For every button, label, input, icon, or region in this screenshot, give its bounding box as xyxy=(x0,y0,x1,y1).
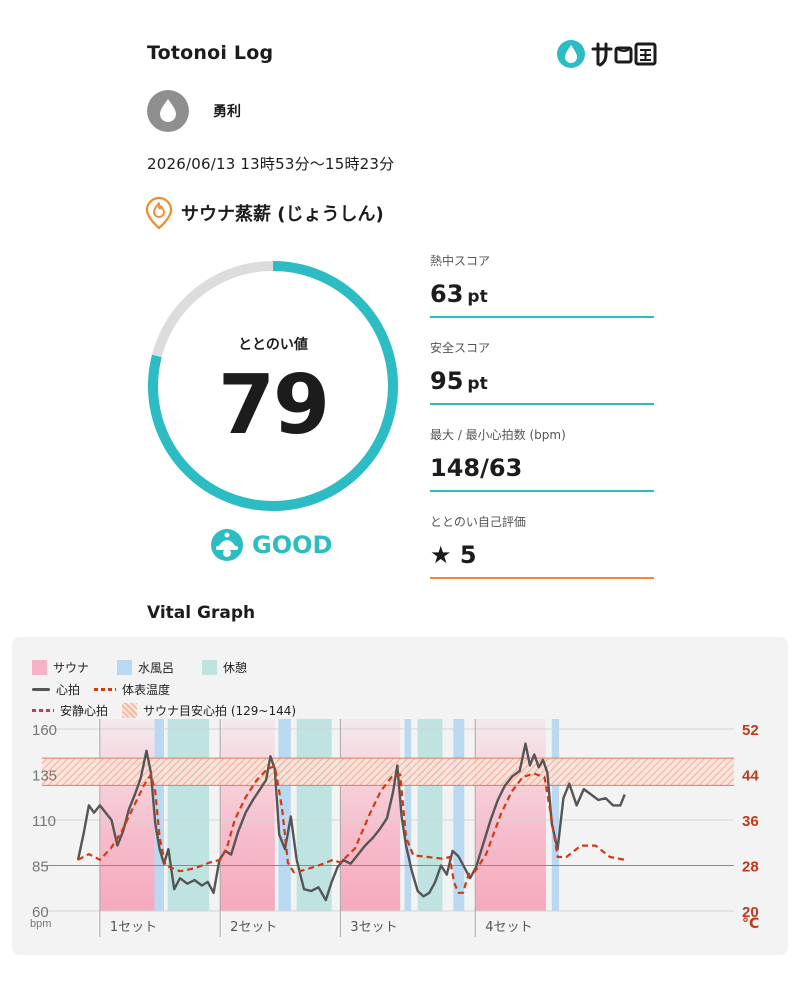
gauge-label: ととのい値 xyxy=(238,337,308,353)
score-divider xyxy=(430,316,654,318)
legend-label: 安静心拍 xyxy=(60,704,109,718)
resting-hr-swatch xyxy=(32,709,54,712)
y-right-tick-label: 44 xyxy=(742,768,759,785)
score-number: 63 xyxy=(430,280,464,308)
facility-name: サウナ蒸薪 (じょうしん) xyxy=(181,204,384,225)
brand-wordmark-icon xyxy=(591,42,657,67)
brand-logo xyxy=(556,38,658,70)
score-value: 148/63 xyxy=(430,454,522,482)
score-list: 熱中スコア 63 pt 安全スコア 95 pt 最大 / 最小心拍数 (bpm) 1… xyxy=(430,250,654,598)
score-label: 熱中スコア xyxy=(430,254,491,268)
score-label: 安全スコア xyxy=(430,341,491,355)
y-tick-label: 60 xyxy=(32,904,49,921)
vital-chart: 160 135 110 85 60 52 44 36 28 20 1セット 2セット 3セット 4セット b… xyxy=(30,719,759,937)
y-right-tick-label: 36 xyxy=(742,813,759,830)
y-tick-label: 110 xyxy=(32,813,56,830)
score-divider xyxy=(430,403,654,405)
score-unit: pt xyxy=(467,287,488,307)
y-tick-label: 85 xyxy=(32,859,49,876)
y-right-tick-label: 52 xyxy=(742,722,759,739)
rest-phase xyxy=(167,719,210,911)
heart-rate-swatch xyxy=(32,688,50,691)
cold-phase xyxy=(404,719,412,911)
session-datetime: 2026/06/13 13時53分〜15時23分 xyxy=(147,155,395,173)
legend-resting-hr: 安静心拍 xyxy=(32,702,108,719)
y-tick-label: 160 xyxy=(32,722,57,739)
rest-phase xyxy=(417,719,443,911)
sauna-hat-icon xyxy=(211,529,243,561)
safety-score: 安全スコア 95 pt xyxy=(430,337,654,424)
body-temp-swatch xyxy=(94,688,117,691)
heart-rate-line xyxy=(76,742,626,902)
gauge-value: 79 xyxy=(217,358,330,453)
cold-phase xyxy=(551,719,560,911)
heart-rate-range: 最大 / 最小心拍数 (bpm) 148/63 xyxy=(430,424,654,511)
legend-label: 水風呂 xyxy=(138,661,175,675)
sauna-target-swatch xyxy=(122,703,138,718)
set-label: 2セット xyxy=(230,920,277,935)
set-label: 4セット xyxy=(485,920,532,935)
legend-label: 休憩 xyxy=(223,661,248,675)
gauge-progress-arc xyxy=(148,261,398,511)
legend-lines: 心拍 体表温度 xyxy=(32,681,198,698)
sauna-phase xyxy=(220,719,275,911)
brand-drop-icon xyxy=(557,40,585,68)
legend-label: 心拍 xyxy=(56,683,81,697)
y-tick-label: 135 xyxy=(32,768,57,785)
body-temp-line xyxy=(77,764,625,894)
self-rating: ととのい自己評価 ★ 5 xyxy=(430,511,654,598)
set-label: 3セット xyxy=(350,920,397,935)
legend-rest: 休憩 xyxy=(202,659,247,676)
cold-phase xyxy=(154,719,165,911)
sauna-phase xyxy=(475,719,546,911)
avatar[interactable] xyxy=(147,90,189,132)
score-unit: pt xyxy=(467,374,488,394)
score-number: 148/63 xyxy=(430,454,523,482)
vital-graph-title: Vital Graph xyxy=(147,603,256,623)
y-right-axis-unit: °C xyxy=(742,916,759,932)
rating-text: GOOD xyxy=(252,531,333,559)
score-divider xyxy=(430,490,654,492)
drop-avatar-icon xyxy=(160,99,176,122)
cold-phase xyxy=(278,719,291,911)
y-axis-unit: bpm xyxy=(30,918,51,930)
score-value: ★ 5 xyxy=(430,541,477,569)
totonoi-gauge: ととのい値 79 xyxy=(145,258,401,514)
legend-heart-rate: 心拍 xyxy=(32,681,80,698)
legend-thresholds: 安静心拍 サウナ目安心拍 (129~144) xyxy=(32,702,324,719)
user-profile[interactable]: 勇利 xyxy=(147,90,241,132)
legend-label: サウナ xyxy=(53,661,90,675)
legend-sauna: サウナ xyxy=(32,659,89,676)
score-number: ★ 5 xyxy=(430,541,477,569)
legend-cold-bath: 水風呂 xyxy=(117,659,174,676)
score-value: 95 pt xyxy=(430,367,488,395)
score-divider xyxy=(430,577,654,579)
legend-body-temp: 体表温度 xyxy=(94,681,170,698)
score-number: 95 xyxy=(430,367,464,395)
legend-label: 体表温度 xyxy=(122,683,171,697)
vital-graph-card: サウナ 水風呂 休憩 心拍 体表温度 安静心拍 サウナ目安心拍 (129~144… xyxy=(12,637,788,955)
sauna-location-icon xyxy=(145,196,173,230)
score-value: 63 pt xyxy=(430,280,488,308)
legend-phases: サウナ 水風呂 休憩 xyxy=(32,659,275,676)
score-label: 最大 / 最小心拍数 (bpm) xyxy=(430,428,566,442)
sauna-swatch xyxy=(32,660,47,675)
heat-score: 熱中スコア 63 pt xyxy=(430,250,654,337)
legend-label: サウナ目安心拍 (129~144) xyxy=(143,704,297,718)
rest-swatch xyxy=(202,660,218,675)
facility[interactable]: サウナ蒸薪 (じょうしん) xyxy=(145,196,384,230)
y-right-tick-label: 28 xyxy=(742,859,759,876)
app-title: Totonoi Log xyxy=(147,42,274,64)
gauge-ring xyxy=(148,261,398,511)
totonoi-rating: GOOD xyxy=(210,528,332,562)
user-name: 勇利 xyxy=(213,104,241,120)
cold-bath-swatch xyxy=(117,660,133,675)
legend-sauna-target: サウナ目安心拍 (129~144) xyxy=(122,702,296,719)
set-label: 1セット xyxy=(110,920,157,935)
cold-phase xyxy=(453,719,465,911)
sauna-target-band xyxy=(42,758,734,786)
score-label: ととのい自己評価 xyxy=(430,515,526,529)
y-right-tick-label: 20 xyxy=(742,904,759,921)
